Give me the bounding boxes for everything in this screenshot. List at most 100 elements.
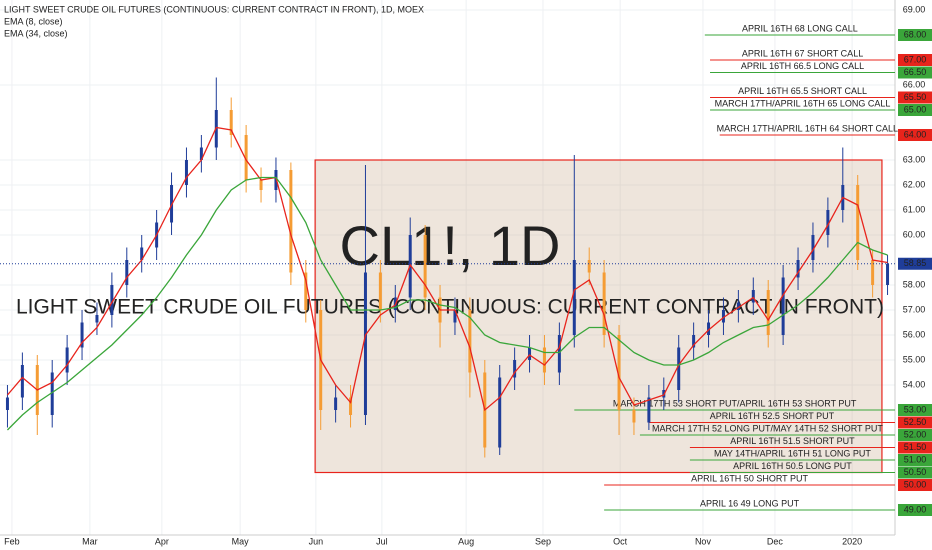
x-tick-label: Jun — [309, 536, 324, 546]
legend-entry: EMA (8, close) — [4, 16, 63, 26]
level-tag — [898, 66, 932, 79]
x-tick-label: Jul — [376, 536, 388, 546]
candle-body — [751, 290, 755, 303]
level-tag-label: 68.00 — [904, 29, 927, 39]
candle-body — [572, 260, 576, 335]
x-tick-label: Dec — [767, 536, 784, 546]
level-annotation: APRIL 16TH 50.5 LONG PUT — [733, 461, 852, 471]
candle-body — [125, 260, 129, 285]
candle-body — [184, 160, 188, 185]
level-tag — [898, 429, 932, 441]
level-tag-label: 50.00 — [904, 479, 927, 489]
candle-body — [304, 272, 308, 310]
candle-body — [707, 322, 711, 335]
level-tag-label: 64.00 — [904, 129, 927, 139]
candle-body — [229, 110, 233, 135]
candle-body — [692, 335, 696, 348]
candle-body — [259, 180, 263, 190]
candle-body — [95, 315, 99, 323]
x-tick-label: May — [232, 536, 250, 546]
level-tag-label: 67.00 — [904, 54, 927, 64]
candle-body — [140, 247, 144, 260]
level-annotation: MARCH 17TH/APRIL 16TH 65 LONG CALL — [715, 98, 891, 108]
x-tick-label: 2020 — [842, 536, 862, 546]
y-tick-label: 58.00 — [903, 279, 926, 289]
candle-body — [20, 365, 24, 398]
level-annotation: APRIL 16TH 65.5 SHORT CALL — [738, 86, 867, 96]
y-tick-label: 56.00 — [903, 329, 926, 339]
level-annotation: APRIL 16TH 52.5 SHORT PUT — [710, 411, 835, 421]
x-tick-label: Mar — [82, 536, 98, 546]
candle-body — [632, 410, 636, 423]
candle-body — [423, 235, 427, 298]
level-tag — [898, 104, 932, 116]
candle-body — [334, 397, 338, 410]
level-annotation: APRIL 16TH 50 SHORT PUT — [691, 473, 808, 483]
level-tag-label: 50.50 — [904, 467, 927, 477]
chart-title: LIGHT SWEET CRUDE OIL FUTURES (CONTINUOU… — [4, 4, 424, 14]
level-tag-label: 66.50 — [904, 67, 927, 77]
y-tick-label: 63.00 — [903, 154, 926, 164]
candle-body — [677, 347, 681, 390]
candle-body — [289, 170, 293, 273]
x-tick-label: Aug — [458, 536, 474, 546]
last-price-label: 58.85 — [904, 258, 927, 268]
candle-body — [736, 302, 740, 310]
level-annotation: APRIL 16TH 51.5 SHORT PUT — [730, 436, 855, 446]
last-price-tag — [898, 257, 932, 270]
watermark: CL1!, 1D — [340, 214, 561, 277]
level-tag — [898, 504, 932, 516]
candle-body — [826, 210, 830, 235]
candle-body — [65, 347, 69, 373]
candle-body — [871, 260, 875, 285]
level-tag — [898, 416, 932, 429]
level-annotation: MAY 14TH/APRIL 16TH 51 LONG PUT — [714, 448, 871, 458]
candle-body — [453, 310, 457, 323]
y-tick-label: 60.00 — [903, 229, 926, 239]
candle-body — [781, 277, 785, 335]
x-tick-label: Nov — [695, 536, 712, 546]
candle-body — [498, 377, 502, 448]
candle-body — [80, 322, 84, 348]
candle-body — [856, 185, 860, 260]
ema-line — [6, 126, 888, 412]
candle-body — [602, 272, 606, 335]
level-tag-label: 51.50 — [904, 442, 927, 452]
level-tag-label: 51.00 — [904, 454, 927, 464]
level-tag — [898, 466, 932, 479]
candle-body — [647, 397, 651, 423]
y-tick-label: 61.00 — [903, 204, 926, 214]
level-tag — [898, 441, 932, 454]
candle-body — [766, 290, 770, 335]
level-tag — [898, 54, 932, 66]
level-tag — [898, 454, 932, 466]
level-annotation: MARCH 17TH 53 SHORT PUT/APRIL 16TH 53 SH… — [613, 398, 857, 408]
candle-body — [244, 135, 248, 180]
level-annotation: MARCH 17TH 52 LONG PUT/MAY 14TH 52 SHORT… — [652, 423, 883, 433]
level-tag — [898, 479, 932, 491]
candle-body — [542, 347, 546, 373]
candle-body — [513, 360, 517, 378]
y-tick-label: 69.00 — [903, 4, 926, 14]
candle-body — [349, 397, 353, 415]
candle-body — [811, 235, 815, 260]
y-tick-label: 55.00 — [903, 354, 926, 364]
y-tick-label: 62.00 — [903, 179, 926, 189]
level-tag-label: 52.50 — [904, 417, 927, 427]
ema-line — [6, 176, 888, 431]
candle-body — [468, 310, 472, 373]
y-tick-label: 57.00 — [903, 304, 926, 314]
candle-body — [50, 372, 54, 415]
y-tick-label: 66.00 — [903, 79, 926, 89]
level-tag — [898, 29, 932, 41]
level-tag — [898, 129, 932, 141]
candle-body — [886, 263, 890, 285]
candle-body — [5, 397, 9, 410]
candle-body — [557, 335, 561, 373]
x-tick-label: Sep — [535, 536, 551, 546]
level-tag-label: 49.00 — [904, 504, 927, 514]
level-annotation: APRIL 16TH 67 SHORT CALL — [742, 48, 863, 58]
level-annotation: MARCH 17TH/APRIL 16TH 64 SHORT CALL — [717, 123, 898, 133]
candle-body — [363, 272, 367, 415]
level-tag — [898, 404, 932, 416]
